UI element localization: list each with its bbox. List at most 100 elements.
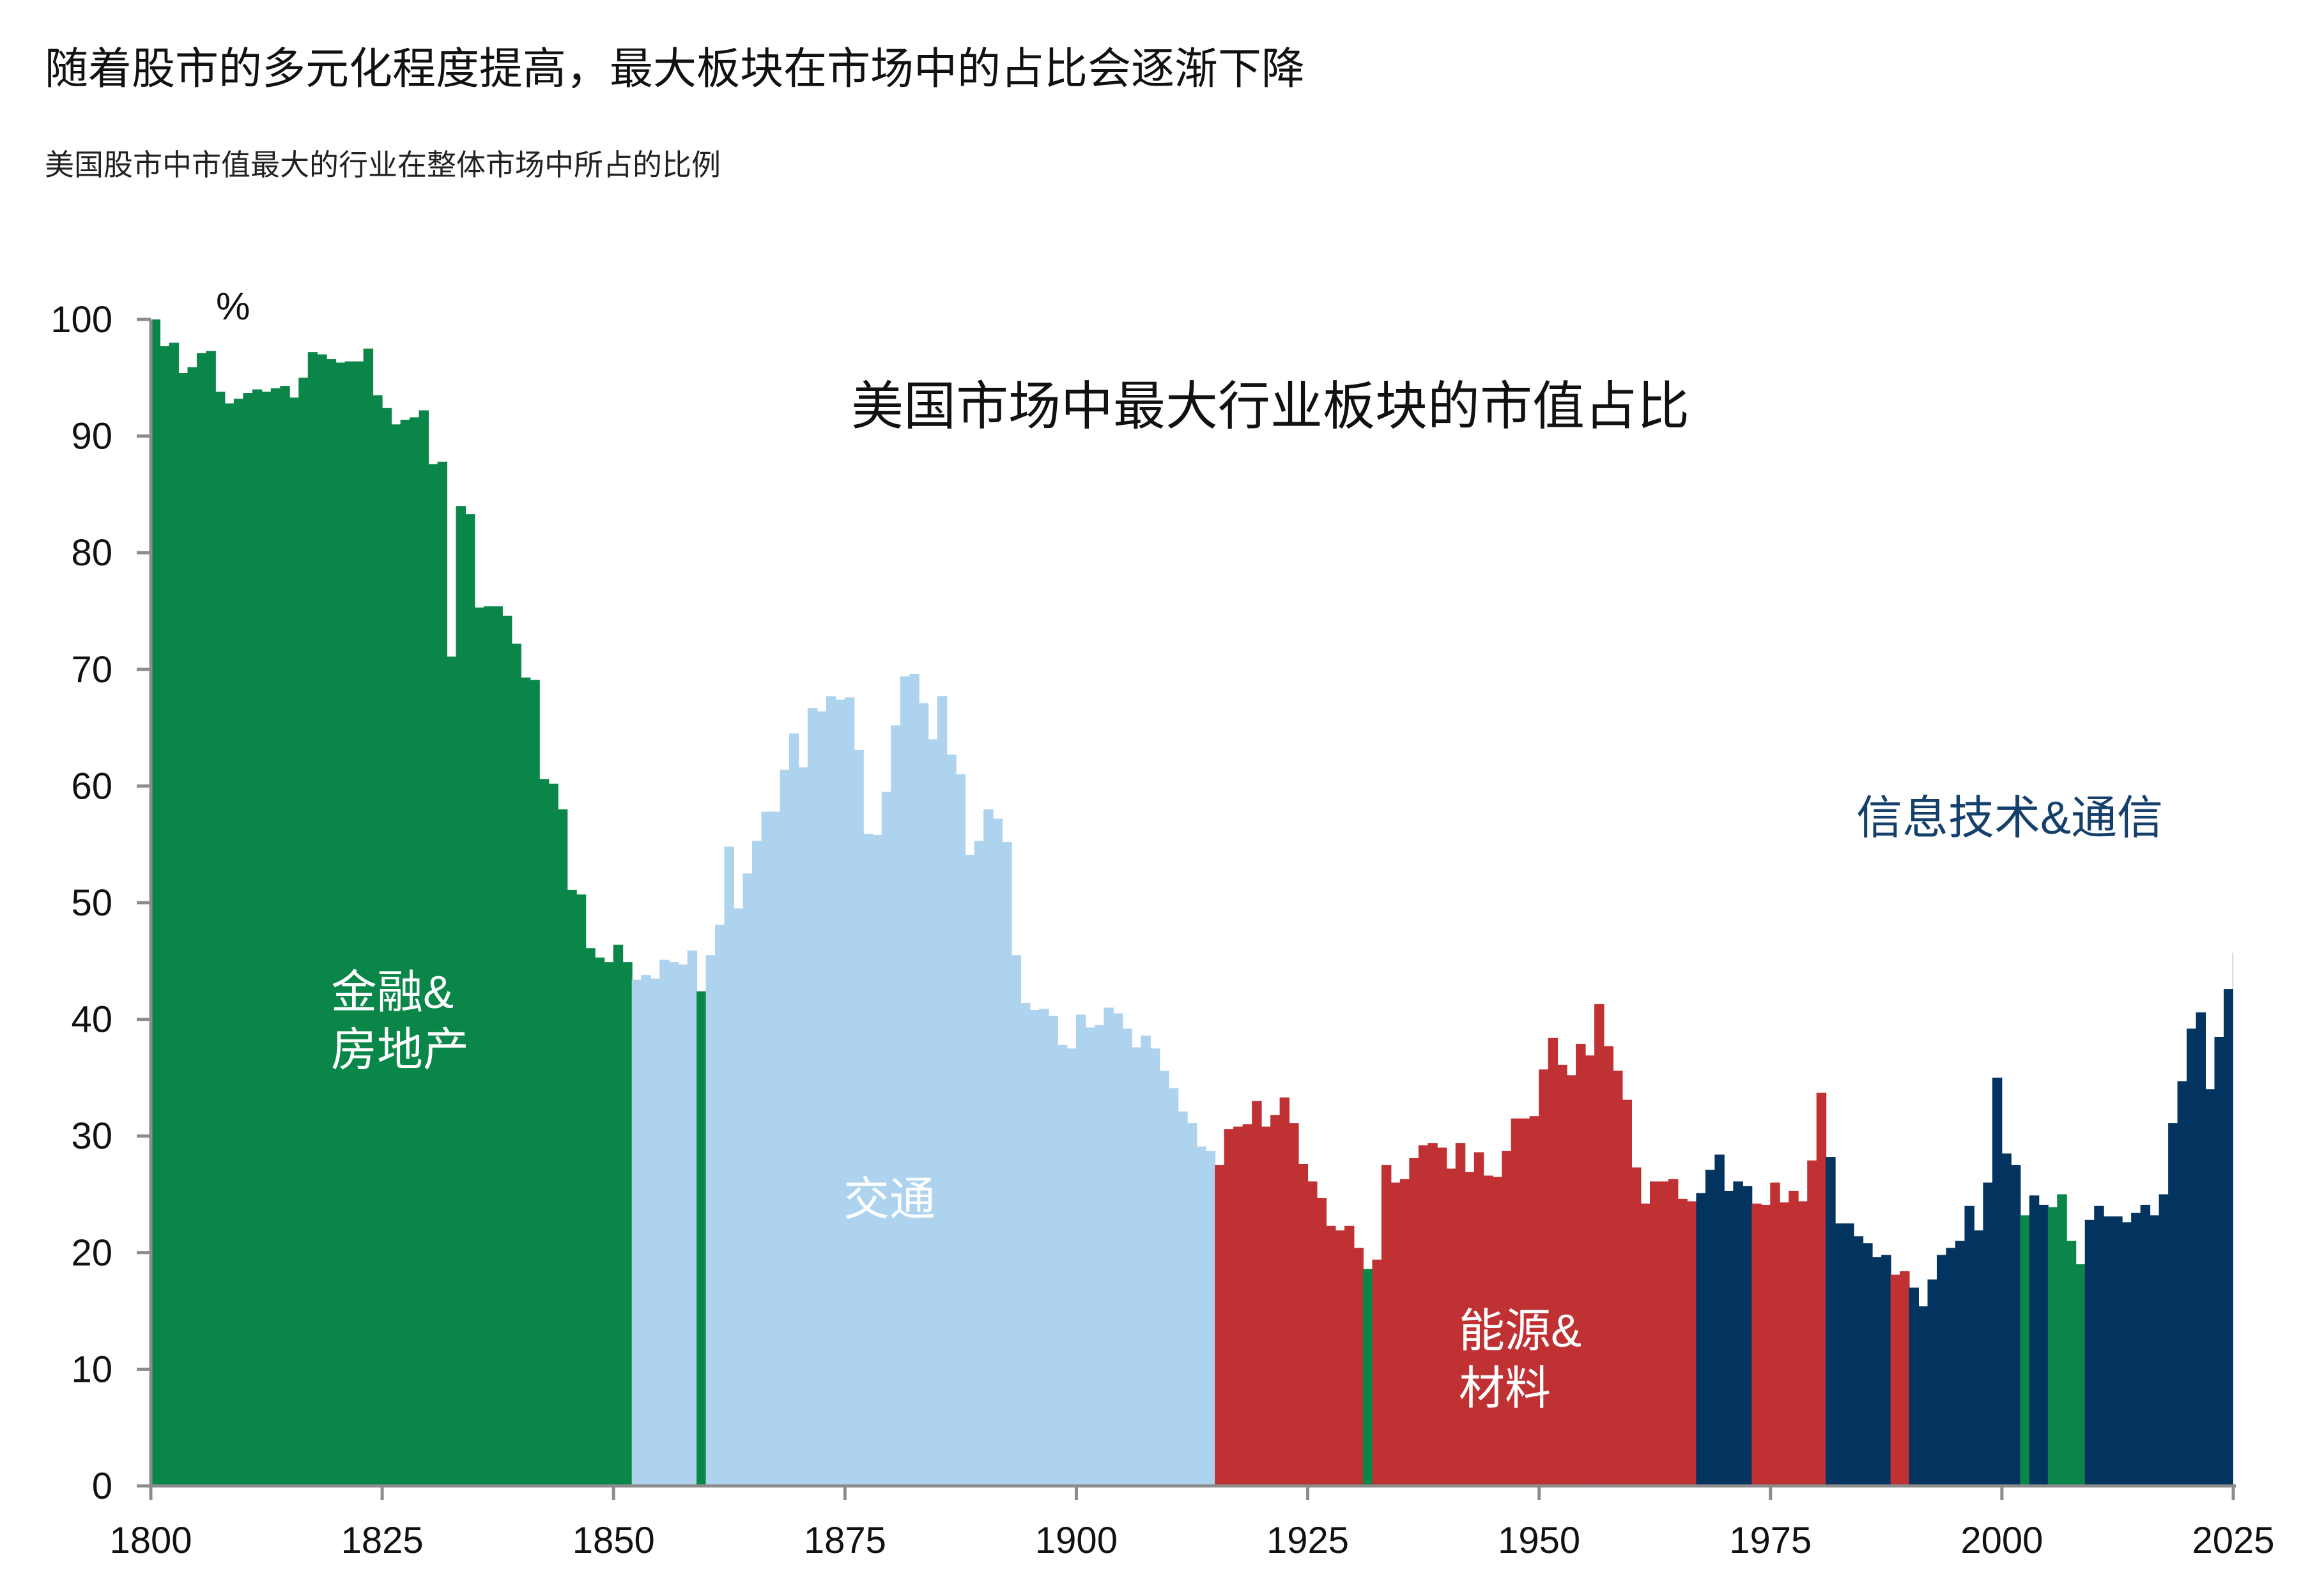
bar-1855 bbox=[659, 960, 670, 1486]
bar-1913 bbox=[1196, 1146, 1206, 1486]
bar-1860 bbox=[705, 955, 716, 1486]
bar-1946 bbox=[1502, 1151, 1512, 1486]
bar-1976 bbox=[1779, 1202, 1790, 1486]
bar-1905 bbox=[1122, 1029, 1132, 1486]
bar-2019 bbox=[2177, 1081, 2188, 1486]
bar-1989 bbox=[1900, 1271, 1910, 1486]
bar-1904 bbox=[1112, 1013, 1123, 1486]
bar-1846 bbox=[576, 894, 587, 1486]
bar-1912 bbox=[1187, 1123, 1197, 1486]
bar-1806 bbox=[206, 351, 216, 1486]
bar-1853 bbox=[641, 975, 651, 1486]
bar-1884 bbox=[928, 739, 938, 1486]
bar-1898 bbox=[1057, 1044, 1068, 1486]
bar-1902 bbox=[1094, 1025, 1105, 1486]
x-tick-label: 1850 bbox=[573, 1520, 655, 1561]
bar-1839 bbox=[511, 643, 521, 1486]
bar-1932 bbox=[1372, 1259, 1382, 1486]
bar-1962 bbox=[1649, 1181, 1660, 1486]
bar-1953 bbox=[1566, 1075, 1577, 1486]
bar-1901 bbox=[1085, 1027, 1095, 1486]
bar-1866 bbox=[761, 811, 771, 1486]
bar-1881 bbox=[900, 676, 911, 1486]
bar-1800 bbox=[150, 319, 160, 1486]
bar-1935 bbox=[1399, 1179, 1410, 1486]
sector-label-line: 房地产 bbox=[331, 1025, 469, 1076]
bar-1940 bbox=[1446, 1168, 1456, 1486]
bar-1825 bbox=[381, 408, 392, 1486]
bar-1920 bbox=[1261, 1126, 1272, 1486]
bar-1808 bbox=[224, 403, 235, 1486]
bar-1983 bbox=[1844, 1223, 1854, 1486]
y-tick-label: 80 bbox=[71, 532, 112, 574]
bar-1954 bbox=[1576, 1043, 1586, 1486]
bar-2002 bbox=[2020, 1215, 2030, 1486]
bar-1939 bbox=[1436, 1147, 1447, 1486]
bar-1804 bbox=[187, 367, 197, 1486]
bar-2013 bbox=[2121, 1222, 2132, 1486]
sector-label: 金融&房地产 bbox=[331, 967, 469, 1076]
bar-1803 bbox=[178, 373, 189, 1486]
bar-2018 bbox=[2168, 1123, 2178, 1486]
y-tick-label: 70 bbox=[71, 649, 112, 691]
bar-1917 bbox=[1233, 1126, 1243, 1486]
bar-2025 bbox=[2233, 953, 2234, 1486]
bar-1967 bbox=[1696, 1193, 1706, 1486]
bar-1872 bbox=[817, 711, 827, 1486]
bar-1968 bbox=[1705, 1170, 1716, 1486]
bar-1987 bbox=[1881, 1255, 1891, 1486]
bar-1813 bbox=[270, 388, 281, 1486]
bar-1945 bbox=[1492, 1177, 1503, 1486]
bar-2016 bbox=[2150, 1215, 2160, 1486]
bar-1994 bbox=[1946, 1248, 1956, 1486]
bar-1805 bbox=[196, 353, 207, 1487]
bar-1878 bbox=[872, 835, 882, 1486]
bar-1925 bbox=[1307, 1181, 1318, 1486]
bar-1959 bbox=[1622, 1099, 1633, 1486]
bar-1972 bbox=[1742, 1186, 1753, 1486]
bar-1873 bbox=[826, 696, 836, 1486]
sector-label-line: 能源& bbox=[1459, 1306, 1581, 1357]
bar-1995 bbox=[1955, 1241, 1966, 1486]
bar-1857 bbox=[678, 964, 688, 1486]
bar-1928 bbox=[1335, 1230, 1345, 1486]
bar-1990 bbox=[1909, 1287, 1920, 1486]
bar-1891 bbox=[992, 818, 1003, 1486]
bar-1812 bbox=[261, 392, 272, 1487]
bar-1821 bbox=[344, 361, 355, 1486]
bar-1915 bbox=[1215, 1165, 1225, 1486]
bar-1929 bbox=[1344, 1225, 1355, 1486]
bar-1900 bbox=[1075, 1014, 1086, 1486]
bar-2000 bbox=[2001, 1153, 2012, 1486]
bar-1861 bbox=[715, 924, 725, 1486]
bar-1942 bbox=[1465, 1172, 1475, 1486]
bar-1984 bbox=[1853, 1236, 1864, 1486]
bar-1811 bbox=[252, 389, 263, 1486]
bar-1842 bbox=[539, 779, 550, 1486]
bar-1830 bbox=[428, 464, 438, 1487]
bar-1985 bbox=[1863, 1243, 1873, 1486]
bar-1993 bbox=[1937, 1255, 1947, 1486]
bar-1930 bbox=[1353, 1248, 1364, 1486]
bar-1802 bbox=[169, 342, 179, 1486]
bar-1890 bbox=[983, 809, 994, 1486]
bar-1969 bbox=[1714, 1154, 1725, 1486]
bar-1870 bbox=[798, 767, 808, 1486]
bar-1965 bbox=[1677, 1198, 1688, 1486]
y-tick-label: 10 bbox=[71, 1349, 112, 1390]
bar-1841 bbox=[530, 680, 540, 1486]
y-tick-label: 20 bbox=[71, 1232, 112, 1274]
bar-1909 bbox=[1159, 1070, 1169, 1486]
bar-1845 bbox=[567, 889, 577, 1486]
bar-1952 bbox=[1557, 1064, 1567, 1486]
bar-1992 bbox=[1927, 1279, 1937, 1486]
bar-1937 bbox=[1418, 1145, 1429, 1486]
x-tick-label: 1975 bbox=[1729, 1520, 1812, 1561]
bar-1991 bbox=[1918, 1306, 1928, 1486]
bar-1837 bbox=[493, 606, 503, 1487]
bar-2009 bbox=[2084, 1220, 2095, 1486]
bar-1867 bbox=[770, 811, 781, 1486]
bar-1865 bbox=[751, 841, 762, 1486]
bar-1944 bbox=[1483, 1175, 1493, 1486]
bar-1949 bbox=[1529, 1116, 1540, 1486]
